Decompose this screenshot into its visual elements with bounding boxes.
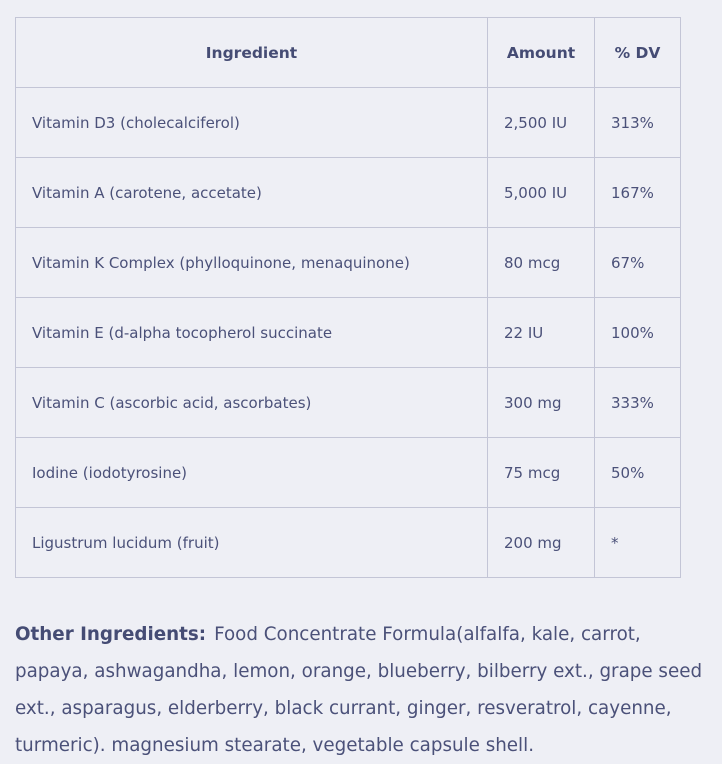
amount-cell: 200 mg: [487, 507, 595, 578]
ingredients-table: Ingredient Amount % DV Vitamin D3 (chole…: [15, 17, 681, 578]
dv-cell: 100%: [594, 297, 681, 368]
ingredient-cell: Vitamin A (carotene, accetate): [15, 157, 488, 228]
ingredient-cell: Iodine (iodotyrosine): [15, 437, 488, 508]
dv-cell: 50%: [594, 437, 681, 508]
other-ingredients: Other Ingredients: Food Concentrate Formu…: [15, 616, 715, 764]
ingredient-cell: Vitamin E (d-alpha tocopherol succinate: [15, 297, 488, 368]
ingredient-cell: Vitamin C (ascorbic acid, ascorbates): [15, 367, 488, 438]
header-ingredient: Ingredient: [15, 17, 488, 88]
dv-cell: *: [594, 507, 681, 578]
table-row: Vitamin K Complex (phylloquinone, menaqu…: [15, 227, 681, 298]
other-ingredients-text: Food Concentrate Formula(alfalfa, kale, …: [15, 624, 703, 757]
amount-cell: 22 IU: [487, 297, 595, 368]
table-row: Vitamin C (ascorbic acid, ascorbates) 300…: [15, 367, 681, 438]
dv-cell: 333%: [594, 367, 681, 438]
header-dv: % DV: [594, 17, 681, 88]
amount-cell: 75 mcg: [487, 437, 595, 508]
dv-cell: 313%: [594, 87, 681, 158]
table-row: Vitamin E (d-alpha tocopherol succinate 2…: [15, 297, 681, 368]
ingredient-cell: Vitamin K Complex (phylloquinone, menaqu…: [15, 227, 488, 298]
amount-cell: 300 mg: [487, 367, 595, 438]
header-amount: Amount: [487, 17, 595, 88]
amount-cell: 5,000 IU: [487, 157, 595, 228]
other-ingredients-label: Other Ingredients:: [15, 624, 207, 646]
ingredient-cell: Vitamin D3 (cholecalciferol): [15, 87, 488, 158]
table-row: Vitamin A (carotene, accetate) 5,000 IU 16…: [15, 157, 681, 228]
ingredient-cell: Ligustrum lucidum (fruit): [15, 507, 488, 578]
amount-cell: 2,500 IU: [487, 87, 595, 158]
dv-cell: 67%: [594, 227, 681, 298]
table-row: Vitamin D3 (cholecalciferol) 2,500 IU 313%: [15, 87, 681, 158]
table-header-row: Ingredient Amount % DV: [15, 17, 681, 88]
table-row: Ligustrum lucidum (fruit) 200 mg *: [15, 507, 681, 578]
amount-cell: 80 mcg: [487, 227, 595, 298]
table-row: Iodine (iodotyrosine) 75 mcg 50%: [15, 437, 681, 508]
dv-cell: 167%: [594, 157, 681, 228]
